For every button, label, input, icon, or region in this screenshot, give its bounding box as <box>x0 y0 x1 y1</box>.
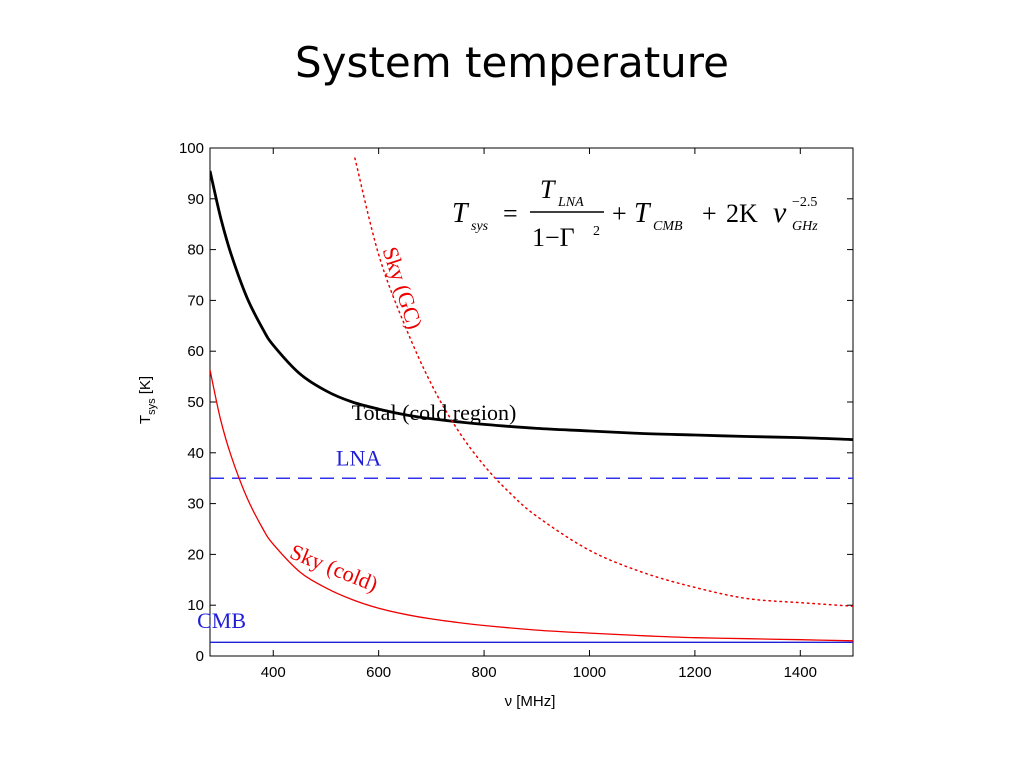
formula-lhs: T <box>452 198 470 229</box>
y-tick-label: 10 <box>187 597 204 614</box>
annotation-total-cold-region: Total (cold region) <box>352 400 517 425</box>
formula-term2: T <box>634 198 652 229</box>
annotation-sky-gc: Sky (GC) <box>378 244 428 333</box>
x-tick-label: 400 <box>261 664 286 681</box>
series-line-total-cold-region <box>210 170 853 441</box>
formula-lhs-sub: sys <box>471 219 489 234</box>
formula-numerator: T <box>540 175 556 204</box>
formula-denominator-sup: 2 <box>593 224 600 239</box>
formula-term3: 2K <box>726 199 758 228</box>
formula-plus-1: + <box>612 199 627 228</box>
y-axis-label-unit: [K] <box>137 376 154 394</box>
x-tick-label: 800 <box>472 664 497 681</box>
formula-nu: ν <box>773 196 787 229</box>
formula-numerator-sub: LNA <box>557 195 584 210</box>
y-axis-label-main: T <box>137 415 154 424</box>
x-tick-label: 600 <box>366 664 391 681</box>
y-tick-label: 40 <box>187 445 204 462</box>
y-tick-label: 70 <box>187 292 204 309</box>
annotation-lna: LNA <box>336 446 381 471</box>
formula-nu-sub: GHz <box>792 219 818 234</box>
y-tick-label: 0 <box>196 648 204 665</box>
y-tick-label: 100 <box>179 140 204 157</box>
series-line-sky-cold <box>210 369 853 642</box>
x-tick-label: 1400 <box>784 664 817 681</box>
annotation-sky-cold: Sky (cold) <box>287 539 382 597</box>
plot-area: 400 600 800 1000 1200 1400 0 10 20 30 40 50 60 70 80 90… <box>179 140 854 681</box>
x-tick-label: 1000 <box>573 664 606 681</box>
y-tick-label: 60 <box>187 343 204 360</box>
y-tick-label: 80 <box>187 242 204 259</box>
formula-nu-sup: −2.5 <box>792 195 817 210</box>
y-axis-label-sub: sys <box>146 398 158 415</box>
formula-plus-2: + <box>702 199 717 228</box>
formula-denominator: 1−Γ <box>532 223 575 252</box>
y-tick-label: 20 <box>187 546 204 563</box>
x-axis-label: ν [MHz] <box>505 693 556 710</box>
x-tick-label: 1200 <box>678 664 711 681</box>
annotation-cmb: CMB <box>197 608 246 633</box>
formula-equals: = <box>503 199 518 228</box>
y-tick-label: 50 <box>187 394 204 411</box>
y-tick-label: 90 <box>187 191 204 208</box>
slide-title: System temperature <box>295 38 729 87</box>
y-tick-label: 30 <box>187 496 204 513</box>
y-axis-label: Tsys [K] <box>137 376 158 424</box>
system-temperature-formula: T sys = T LNA 1−Γ 2 + T CMB + 2K ν −2.5 … <box>452 175 818 252</box>
formula-term2-sub: CMB <box>653 219 683 234</box>
